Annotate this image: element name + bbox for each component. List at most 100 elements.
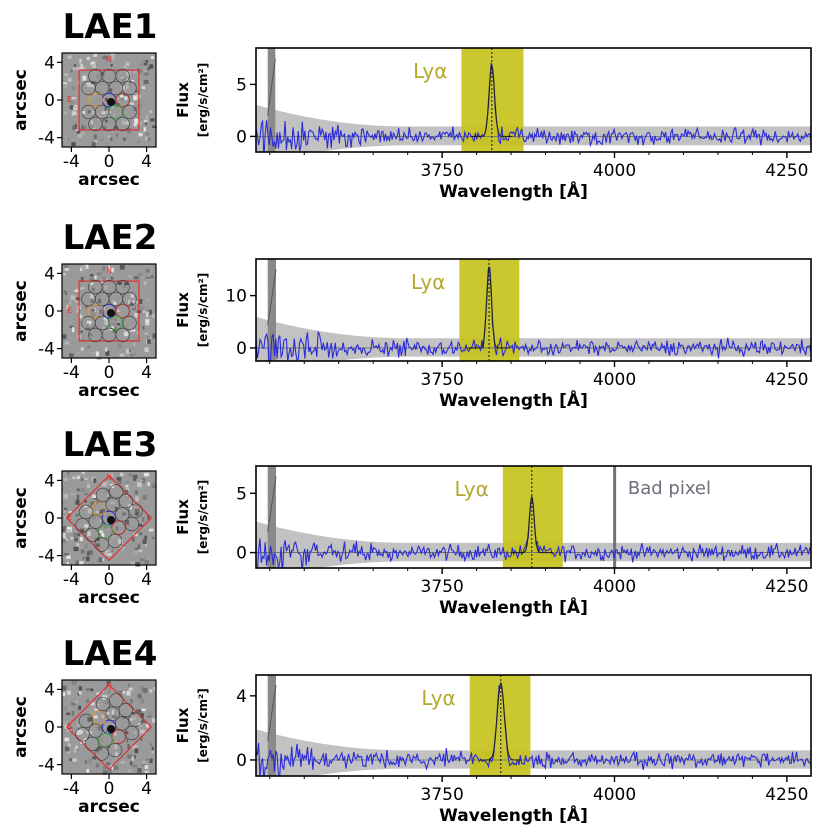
cutout-xtick-label: 4: [141, 152, 152, 172]
cutout-noise: [106, 347, 110, 351]
cutout-noise: [78, 110, 83, 115]
cutout-noise: [143, 542, 147, 547]
cutout-noise: [72, 702, 76, 707]
cutout-noise: [80, 488, 86, 492]
spectrum-line: [256, 685, 811, 776]
cutout-noise: [62, 538, 67, 544]
spectrum-frame: [255, 47, 812, 153]
cutout-noise: [122, 78, 127, 82]
cutout-noise: [90, 323, 94, 328]
cutout-noise: [80, 316, 85, 321]
cutout-ylabel: arcsec: [11, 280, 31, 342]
cutout-noise: [135, 496, 139, 502]
cutout-noise: [82, 123, 86, 127]
masked-hatch: [267, 476, 277, 533]
cutout-noise: [132, 353, 136, 356]
cutout-noise: [82, 67, 85, 70]
cutout-noise: [138, 272, 143, 278]
cutout-noise: [75, 560, 80, 566]
cutout-noise: [144, 770, 149, 775]
cutout-noise: [111, 710, 115, 715]
masked-hatch: [267, 58, 276, 116]
cutout-noise: [88, 550, 93, 555]
fiber-circle: [91, 709, 107, 725]
cutout-noise: [123, 90, 126, 93]
cutout-noise: [133, 276, 139, 280]
cutout-noise: [102, 770, 108, 775]
cutout-noise: [72, 66, 78, 71]
cutout-noise: [80, 64, 84, 69]
cutout-noise: [144, 560, 149, 565]
cutout-noise: [135, 561, 141, 567]
cutout-noise: [105, 347, 108, 352]
cutout-noise: [90, 293, 94, 299]
cutout-noise: [110, 53, 116, 56]
cutout-noise: [135, 508, 140, 514]
cutout-noise: [76, 488, 80, 491]
cutout-ytick-label: 4: [44, 53, 55, 73]
cutout-noise: [120, 761, 125, 764]
cutout-noise: [74, 125, 78, 130]
cutout-noise: [80, 267, 83, 272]
cutout-noise: [66, 304, 70, 307]
cutout-noise: [119, 265, 125, 270]
cutout-noise: [76, 494, 80, 500]
lya-window: [459, 259, 520, 361]
x-tick-label: 3750: [421, 577, 464, 597]
cutout-noise: [87, 731, 93, 735]
cutout-noise: [81, 326, 85, 330]
cutout-noise: [143, 281, 147, 285]
cutout-noise: [130, 520, 134, 524]
cutout-noise: [99, 738, 104, 744]
cutout-noise: [105, 350, 110, 356]
cutout-noise: [142, 495, 147, 500]
fiber-circle: [115, 92, 131, 108]
cutout-noise: [81, 119, 84, 122]
fiber-circle: [128, 712, 143, 727]
cutout-noise: [143, 127, 147, 132]
cutout-noise: [136, 512, 139, 516]
cutout-noise: [71, 680, 77, 685]
masked-region: [267, 48, 276, 152]
fiber-circle: [115, 303, 131, 319]
fiber-circle: [81, 315, 96, 331]
cutout-noise: [93, 92, 97, 97]
bad-pixel-region: [613, 466, 617, 568]
cutout-noise: [66, 529, 71, 533]
cutout-noise: [139, 108, 144, 111]
fiber-circle: [81, 291, 96, 307]
fiber-circle: [111, 520, 127, 536]
cutout-noise: [104, 285, 108, 290]
cutout-noise: [117, 343, 122, 349]
lya-annotation: Lyα: [454, 477, 488, 501]
cutout-noise: [64, 516, 67, 520]
cutout-noise: [71, 142, 76, 147]
fiber-circle: [95, 696, 111, 712]
fiber-circle: [95, 487, 111, 503]
cutout-noise: [147, 67, 150, 71]
cutout-noise: [97, 295, 102, 300]
cutout-noise: [151, 275, 154, 278]
cutout-ylabel: arcsec: [11, 696, 31, 758]
masked-region: [267, 259, 276, 361]
cutout-noise: [146, 339, 151, 344]
cutout-noise: [87, 766, 91, 769]
cutout-noise: [113, 765, 119, 770]
cutout-noise: [133, 336, 138, 341]
cutout-noise: [81, 131, 85, 137]
cutout-noise: [106, 681, 111, 685]
cutout-noise: [120, 472, 124, 477]
cutout-noise: [122, 691, 125, 695]
fiber-circle: [101, 116, 117, 132]
fiber-circle: [101, 719, 117, 735]
cutout-noise: [90, 688, 94, 692]
cutout-noise: [91, 756, 96, 761]
cutout-noise: [130, 745, 135, 749]
fiber-circle: [78, 713, 94, 729]
cutout-noise: [126, 690, 131, 696]
cutout-noise: [133, 107, 138, 112]
cutout-noise: [113, 318, 117, 321]
cutout-noise: [152, 718, 157, 723]
